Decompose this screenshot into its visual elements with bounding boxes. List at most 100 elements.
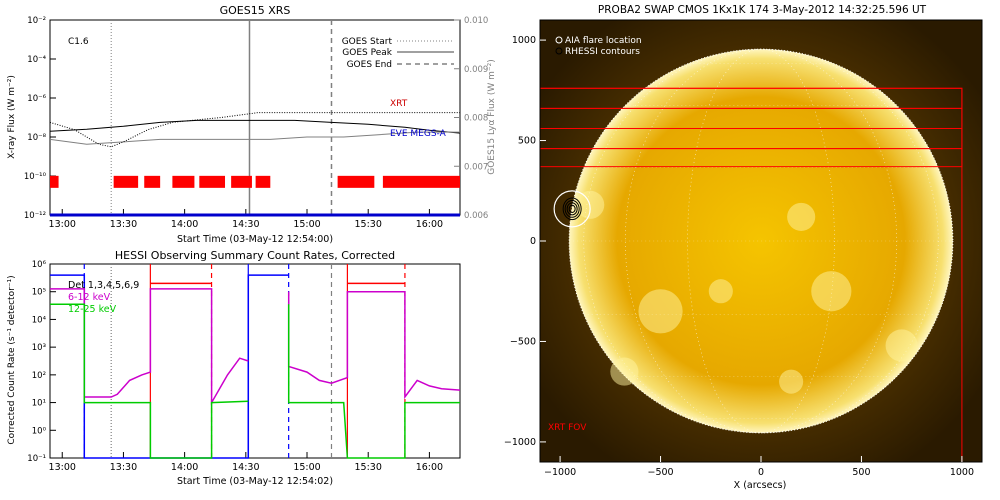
- goes-y2-tick-label: 0.008: [464, 114, 488, 124]
- hessi-series-5: [50, 303, 249, 459]
- goes-y2-tick-label: 0.007: [464, 162, 488, 172]
- goes-x-tick-label: 13:00: [49, 219, 76, 230]
- hessi-x-axis-label: Start Time (03-May-12 12:54:02): [177, 476, 333, 487]
- hessi-series-6: [287, 304, 460, 459]
- goes-x-tick-label: 14:30: [232, 219, 259, 230]
- goes-series-label-xrt: XRT: [390, 99, 408, 109]
- goes-y-tick-label: 10⁻¹⁰: [24, 172, 47, 182]
- goes-coverage-bar: [199, 175, 226, 188]
- hessi-x-tick-label: 13:30: [110, 462, 137, 473]
- hessi-y-tick-label: 10⁴: [32, 315, 47, 325]
- goes-coverage-bar: [337, 175, 375, 188]
- goes-y2-tick-label: 0.010: [464, 16, 488, 26]
- swap-x-tick-label: 0: [758, 467, 764, 478]
- sun-longitude-grid: [687, 48, 835, 434]
- hessi-series-4: [287, 290, 461, 400]
- swap-y-tick-label: 1000: [512, 35, 536, 46]
- goes-coverage-bar: [382, 175, 460, 188]
- hessi-y-tick-label: 10¹: [32, 399, 46, 409]
- rhessi-contour: [564, 199, 580, 218]
- hessi-x-tick-label: 14:00: [171, 462, 198, 473]
- sun-limb: [568, 48, 954, 434]
- goes-panel: GOES15 XRS 13:00 13:30 14:00 14:30 15:00 15:3…: [7, 4, 497, 245]
- swap-legend-rhessi: RHESSI contours: [565, 47, 640, 57]
- goes-x-tick-label: 13:30: [110, 219, 137, 230]
- swap-y-tick-label: 500: [518, 136, 536, 147]
- swap-y-tick-label: −500: [510, 336, 536, 347]
- swap-x-tick-label: 1000: [950, 467, 974, 478]
- rhessi-contour: [562, 197, 582, 221]
- goes-y-tick-label: 10⁻⁸: [27, 133, 46, 143]
- hessi-y-tick-label: 10⁶: [32, 260, 47, 270]
- goes-y2-axis-label: GOES15 Lyα Flux (W m⁻²): [487, 59, 497, 175]
- hessi-y-tick-label: 10⁰: [32, 426, 47, 436]
- goes-legend-start: GOES Start: [342, 37, 393, 47]
- hessi-y-tick-label: 10⁵: [32, 288, 46, 298]
- goes-series-label-eve: EVE MEGS-A: [390, 129, 447, 139]
- swap-x-tick-label: −500: [647, 467, 673, 478]
- swap-legend-aia: AIA flare location: [565, 36, 642, 46]
- hessi-y-tick-label: 10³: [32, 343, 46, 353]
- goes-coverage-bar: [113, 175, 139, 188]
- aia-flare-location-circle: [553, 190, 591, 228]
- goes-coverage-bar: [231, 175, 252, 188]
- hessi-panel: HESSI Observing Summary Count Rates, Cor…: [7, 249, 461, 487]
- swap-title: PROBA2 SWAP CMOS 1Kx1K 174 3-May-2012 14…: [598, 4, 927, 16]
- sun-longitude-grid: [625, 48, 897, 434]
- goes-title: GOES15 XRS: [220, 4, 291, 17]
- hessi-legend-detectors: Det 1,3,4,5,6,9: [68, 280, 139, 291]
- swap-y-tick-label: −1000: [504, 437, 536, 448]
- rhessi-contour: [568, 204, 576, 213]
- hessi-title: HESSI Observing Summary Count Rates, Cor…: [115, 249, 395, 262]
- hessi-x-tick-label: 16:00: [416, 462, 443, 473]
- goes-x-tick-label: 15:00: [293, 219, 320, 230]
- hessi-legend-12-25kev: 12-25 keV: [68, 304, 117, 315]
- goes-x-axis-label: Start Time (03-May-12 12:54:00): [177, 234, 333, 245]
- xrt-fov-label: XRT FOV: [548, 423, 587, 433]
- hessi-legend: Det 1,3,4,5,6,9 6-12 keV 12-25 keV: [68, 280, 139, 315]
- active-region: [885, 329, 918, 362]
- goes-x-tick-label: 16:00: [416, 219, 443, 230]
- goes-coverage-bar: [255, 175, 271, 188]
- hessi-y-tick-label: 10⁻¹: [27, 454, 46, 464]
- goes-class-annotation: C1.6: [68, 37, 89, 47]
- goes-y-tick-label: 10⁻²: [27, 16, 46, 26]
- aia-legend-icon: [555, 36, 563, 44]
- goes-series-0: [49, 119, 461, 134]
- hessi-x-tick-label: 15:30: [355, 462, 382, 473]
- goes-y-tick-label: 10⁻⁶: [27, 94, 46, 104]
- active-region: [779, 369, 804, 394]
- swap-x-tick-label: 500: [852, 467, 870, 478]
- active-region: [787, 202, 816, 231]
- goes-y-tick-label: 10⁻¹²: [24, 211, 46, 221]
- goes-coverage-bar: [50, 175, 59, 188]
- swap-x-tick-label: −1000: [544, 467, 576, 478]
- hessi-x-tick-label: 14:30: [232, 462, 259, 473]
- goes-y-axis-label: X-ray Flux (W m⁻²): [7, 75, 17, 159]
- goes-y2-tick-label: 0.009: [464, 65, 488, 75]
- sun-longitude-grid: [687, 48, 835, 434]
- swap-x-axis-label: X (arcsecs): [734, 480, 787, 491]
- active-region: [638, 289, 683, 334]
- active-region: [610, 357, 639, 386]
- rhessi-legend-icon: [555, 47, 563, 55]
- hessi-y-axis-label: Corrected Count Rate (s⁻¹ detector⁻¹): [7, 275, 17, 444]
- active-region: [708, 279, 733, 304]
- hessi-series-3: [50, 288, 249, 406]
- active-region: [811, 271, 852, 312]
- goes-coverage-bar: [172, 175, 195, 188]
- goes-coverage-bar: [144, 175, 161, 188]
- goes-y2-tick-label: 0.006: [464, 211, 488, 221]
- swap-panel: PROBA2 SWAP CMOS 1Kx1K 174 3-May-2012 14…: [504, 4, 983, 491]
- hessi-plot-frame: [49, 263, 461, 459]
- hessi-x-tick-label: 15:00: [293, 462, 320, 473]
- hessi-y-tick-label: 10²: [32, 371, 46, 381]
- goes-y-tick-label: 10⁻⁴: [27, 55, 46, 65]
- hessi-legend-6-12kev: 6-12 keV: [68, 292, 111, 303]
- goes-x-tick-label: 15:30: [355, 219, 382, 230]
- sun-disk: [569, 49, 953, 433]
- sun-longitude-grid: [625, 48, 897, 434]
- goes-legend: GOES Start GOES Peak GOES End: [342, 37, 454, 70]
- swap-y-tick-label: 0: [530, 236, 536, 247]
